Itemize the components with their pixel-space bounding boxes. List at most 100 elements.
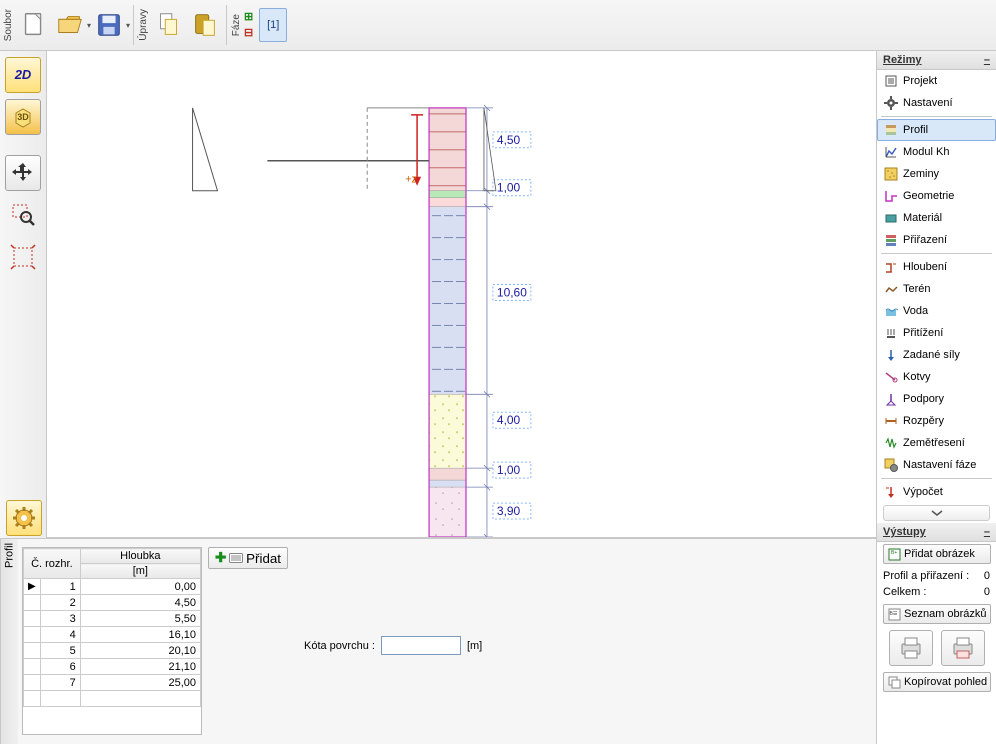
table-row[interactable]: 35,50: [24, 611, 201, 627]
mode-label: Profil: [903, 124, 928, 136]
gear-icon: [884, 96, 898, 110]
pan-button[interactable]: [5, 155, 41, 191]
svg-text:+z: +z: [405, 174, 417, 186]
mode-item-strut[interactable]: Rozpěry: [877, 410, 996, 432]
bottom-tab-profil[interactable]: Profil: [0, 539, 18, 744]
table-row[interactable]: [24, 691, 201, 707]
new-file-button[interactable]: [17, 5, 51, 45]
open-dropdown-icon[interactable]: ▾: [87, 21, 91, 30]
phase-tab-1[interactable]: [1]: [259, 8, 287, 42]
modkh-icon: [884, 145, 898, 159]
profile-table-wrap[interactable]: Č. rozhr. Hloubka [m] ▶10,0024,5035,5041…: [22, 547, 202, 735]
modes-header-label: Režimy: [883, 54, 922, 66]
save-dropdown-icon[interactable]: ▾: [126, 21, 130, 30]
modes-list: Projekt Nastavení Profil Modul KhZeminy Geom…: [877, 70, 996, 503]
paste-button[interactable]: [188, 5, 222, 45]
mode-item-stageset[interactable]: Nastavení fáze: [877, 454, 996, 476]
settings-gear-button[interactable]: [6, 500, 42, 536]
table-row[interactable]: 416,10: [24, 627, 201, 643]
mode-item-terrain[interactable]: Terén: [877, 278, 996, 300]
modes-minimize-icon[interactable]: –: [984, 54, 990, 66]
mode-item-material[interactable]: Materiál: [877, 207, 996, 229]
svg-text:1,00: 1,00: [497, 463, 521, 477]
output-row2-label: Celkem :: [883, 586, 926, 598]
svg-text:3,90: 3,90: [497, 504, 521, 518]
mode-label: Geometrie: [903, 190, 954, 202]
mode-label: Zemětřesení: [903, 437, 965, 449]
outputs-stats: Profil a přiřazení :0 Celkem :0: [877, 566, 996, 602]
mode-item-calc[interactable]: Výpočet: [877, 481, 996, 503]
mode-item-quake[interactable]: Zemětřesení: [877, 432, 996, 454]
outputs-header[interactable]: Výstupy –: [877, 523, 996, 542]
svg-text:10,60: 10,60: [497, 285, 527, 299]
svg-text:4,50: 4,50: [497, 133, 521, 147]
phase-add-remove[interactable]: ⊞ ⊟: [244, 12, 253, 38]
list-images-button[interactable]: B☰ Seznam obrázků: [883, 604, 991, 624]
modes-header[interactable]: Režimy –: [877, 51, 996, 70]
output-row1-label: Profil a přiřazení :: [883, 570, 969, 582]
open-file-button[interactable]: [53, 5, 87, 45]
mode-item-geom[interactable]: Geometrie: [877, 185, 996, 207]
add-image-button[interactable]: B+ Přidat obrázek: [883, 544, 991, 564]
kota-input[interactable]: [381, 636, 461, 655]
mode-item-modkh[interactable]: Modul Kh: [877, 141, 996, 163]
copy-button[interactable]: [152, 5, 186, 45]
load-icon: [884, 326, 898, 340]
mode-item-excav[interactable]: Hloubení: [877, 256, 996, 278]
mode-item-load[interactable]: Přitížení: [877, 322, 996, 344]
keyboard-icon: [229, 551, 243, 566]
add-row-button[interactable]: ✚ Přidat: [208, 547, 288, 569]
phase-remove-icon[interactable]: ⊟: [244, 28, 253, 38]
mode-item-soil[interactable]: Zeminy: [877, 163, 996, 185]
mode-label: Voda: [903, 305, 928, 317]
zoom-window-button[interactable]: [5, 197, 41, 233]
print-button[interactable]: [889, 630, 933, 666]
svg-text:2D: 2D: [14, 67, 32, 82]
mode-label: Výpočet: [903, 486, 943, 498]
table-row[interactable]: 24,50: [24, 595, 201, 611]
copy-view-icon: [888, 676, 901, 689]
mode-item-assign[interactable]: Přiřazení: [877, 229, 996, 251]
mode-label: Terén: [903, 283, 931, 295]
table-row[interactable]: 621,10: [24, 659, 201, 675]
mode-item-gear[interactable]: Nastavení: [877, 92, 996, 114]
svg-text:B+: B+: [891, 550, 897, 556]
mode-label: Hloubení: [903, 261, 947, 273]
mode-label: Projekt: [903, 75, 937, 87]
outputs-minimize-icon[interactable]: –: [984, 526, 990, 538]
geom-icon: [884, 189, 898, 203]
view-3d-button[interactable]: 3D: [5, 99, 41, 135]
table-row[interactable]: ▶10,00: [24, 579, 201, 595]
svg-text:4,00: 4,00: [497, 413, 521, 427]
mode-item-anchor[interactable]: Kotvy: [877, 366, 996, 388]
profile-table: Č. rozhr. Hloubka [m] ▶10,0024,5035,5041…: [23, 548, 201, 707]
list-images-label: Seznam obrázků: [904, 608, 987, 620]
mode-item-water[interactable]: Voda: [877, 300, 996, 322]
mode-item-profile[interactable]: Profil: [877, 119, 996, 141]
save-file-button[interactable]: [92, 5, 126, 45]
mode-item-forces[interactable]: Zadané síly: [877, 344, 996, 366]
quake-icon: [884, 436, 898, 450]
table-row[interactable]: 520,10: [24, 643, 201, 659]
add-image-label: Přidat obrázek: [904, 548, 975, 560]
list-images-icon: B☰: [888, 608, 901, 621]
mode-label: Nastavení: [903, 97, 953, 109]
support-icon: [884, 392, 898, 406]
view-2d-button[interactable]: 2D: [5, 57, 41, 93]
modes-expand-button[interactable]: [883, 505, 990, 521]
mode-label: Kotvy: [903, 371, 931, 383]
drawing-canvas[interactable]: 4,501,0010,604,001,003,90+z: [47, 51, 876, 538]
table-row[interactable]: 725,00: [24, 675, 201, 691]
add-icon: ✚: [215, 550, 226, 566]
mode-item-project[interactable]: Projekt: [877, 70, 996, 92]
mode-label: Zadané síly: [903, 349, 960, 361]
phase-add-icon[interactable]: ⊞: [244, 12, 253, 22]
zoom-extents-button[interactable]: [5, 239, 41, 275]
forces-icon: [884, 348, 898, 362]
phase-group-label: Fáze: [230, 12, 243, 38]
mode-item-support[interactable]: Podpory: [877, 388, 996, 410]
print-color-button[interactable]: [941, 630, 985, 666]
terrain-icon: [884, 282, 898, 296]
copy-view-button[interactable]: Kopírovat pohled: [883, 672, 991, 692]
add-image-icon: B+: [888, 548, 901, 561]
